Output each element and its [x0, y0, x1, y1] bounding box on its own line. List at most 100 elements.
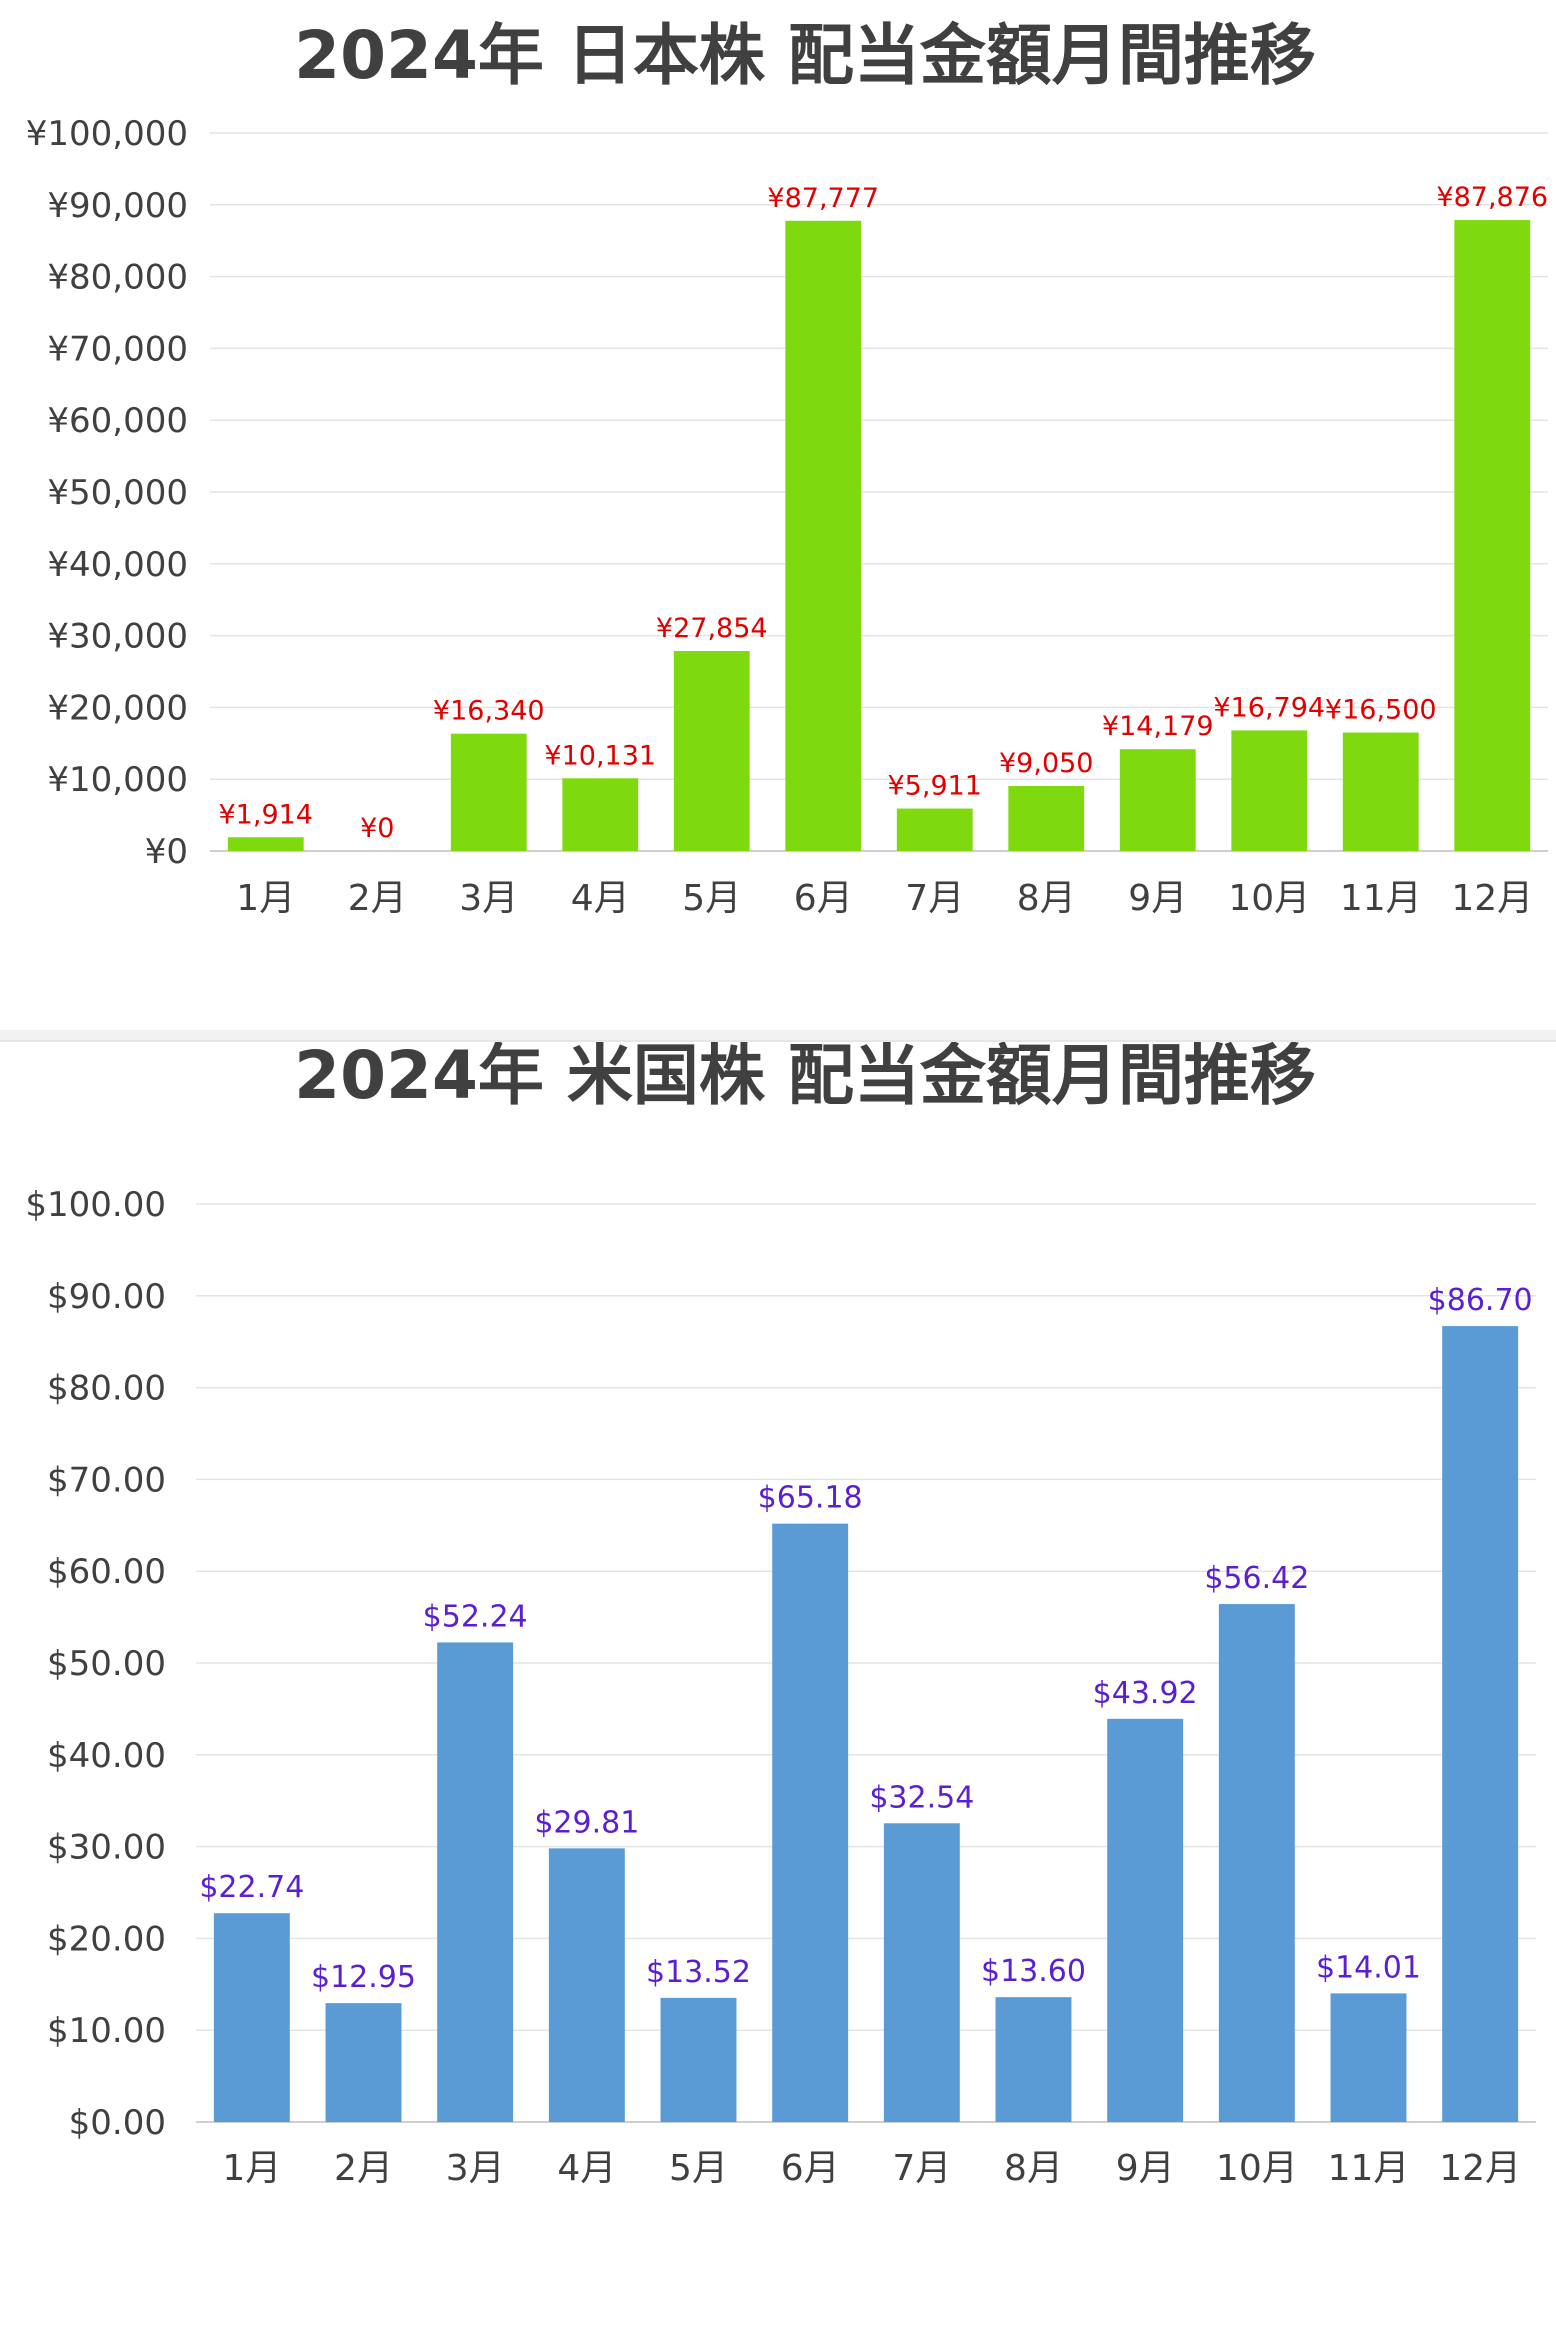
us-x-tick-label: 7月: [892, 2148, 951, 2189]
jp-x-tick-label: 12月: [1451, 878, 1533, 919]
jp-data-label-7: ¥5,911: [888, 771, 982, 802]
jp-x-tick-label: 10月: [1228, 878, 1310, 919]
jp-y-tick-label: ¥100,000: [26, 114, 188, 154]
jp-y-tick-label: ¥60,000: [47, 401, 188, 441]
us-x-tick-label: 10月: [1216, 2148, 1298, 2189]
us-bar-10: [1218, 1604, 1295, 2122]
jp-bar-9: [1119, 749, 1196, 851]
jp-x-tick-label: 8月: [1017, 878, 1076, 919]
jp-x-tick-label: 7月: [905, 878, 964, 919]
jp-bar-4: [562, 778, 639, 851]
jp-bar-12: [1454, 220, 1531, 852]
us-bar-12: [1442, 1326, 1519, 2122]
us-x-tick-label: 12月: [1439, 2148, 1521, 2189]
us-x-tick-label: 8月: [1004, 2148, 1063, 2189]
us-x-tick-label: 1月: [222, 2148, 281, 2189]
us-y-tick-label: $50.00: [47, 1644, 166, 1684]
us-y-tick-label: $40.00: [47, 1736, 166, 1776]
us-chart-title: 2024年 米国株 配当金額月間推移: [294, 1042, 1316, 1114]
jp-x-tick-label: 11月: [1340, 878, 1422, 919]
jp-data-label-1: ¥1,914: [219, 799, 313, 830]
jp-x-tick-label: 6月: [794, 878, 853, 919]
us-bar-7: [883, 1823, 960, 2122]
us-data-label-9: $43.92: [1093, 1676, 1198, 1711]
us-data-label-11: $14.01: [1316, 1950, 1421, 1985]
us-x-tick-label: 4月: [557, 2148, 616, 2189]
us-data-label-1: $22.74: [199, 1870, 304, 1905]
us-data-label-7: $32.54: [869, 1780, 974, 1815]
us-y-tick-label: $10.00: [47, 2011, 166, 2051]
jp-bar-11: [1342, 732, 1419, 851]
us-data-label-10: $56.42: [1204, 1561, 1309, 1596]
jp-x-tick-label: 5月: [682, 878, 741, 919]
us-x-tick-label: 6月: [781, 2148, 840, 2189]
jp-y-tick-label: ¥90,000: [47, 186, 188, 226]
us-legend-box: 米国株 配当金: [1061, 2257, 1445, 2325]
jp-dividend-chart-panel: 2024年 日本株 配当金額月間推移 ¥0 ¥10,000 ¥20,000 ¥30,00…: [0, 0, 1556, 1030]
us-y-tick-label: $80.00: [47, 1369, 166, 1409]
us-bar-5: [660, 1997, 737, 2122]
jp-x-tick-label: 3月: [459, 878, 518, 919]
us-bar-3: [437, 1642, 514, 2122]
us-x-tick-label: 2月: [334, 2148, 393, 2189]
us-bar-4: [548, 1848, 625, 2122]
jp-bar-7: [896, 808, 973, 851]
jp-legend-box: 日本株 配当金: [1087, 949, 1471, 1017]
jp-chart-title: 2024年 日本株 配当金額月間推移: [294, 17, 1316, 94]
us-bar-11: [1330, 1993, 1407, 2122]
jp-data-label-12: ¥87,876: [1436, 182, 1548, 213]
us-x-tick-label: 5月: [669, 2148, 728, 2189]
us-x-tick-label: 11月: [1328, 2148, 1410, 2189]
us-x-tick-label: 9月: [1116, 2148, 1175, 2189]
us-data-label-8: $13.60: [981, 1954, 1086, 1989]
jp-x-tick-label: 1月: [236, 878, 295, 919]
jp-bar-10: [1231, 730, 1308, 851]
jp-data-label-3: ¥16,340: [433, 696, 545, 727]
us-bar-9: [1107, 1718, 1184, 2122]
jp-bar-5: [673, 651, 750, 851]
jp-x-tick-label: 4月: [571, 878, 630, 919]
us-dividend-chart-panel: 2024年 米国株 配当金額月間推移 $0.00 $10.00 $20.00 $30.0…: [0, 1040, 1556, 2338]
us-dividend-chart: 2024年 米国株 配当金額月間推移 $0.00 $10.00 $20.00 $30.0…: [25, 1042, 1536, 2189]
jp-data-label-9: ¥14,179: [1102, 711, 1214, 742]
jp-dividend-chart: 2024年 日本株 配当金額月間推移 ¥0 ¥10,000 ¥20,000 ¥30,00…: [26, 17, 1548, 919]
us-y-tick-label: $60.00: [47, 1552, 166, 1592]
us-data-label-5: $13.52: [646, 1955, 751, 1990]
jp-y-tick-label: ¥10,000: [47, 760, 188, 800]
jp-y-tick-label: ¥30,000: [47, 617, 188, 657]
us-data-label-3: $52.24: [423, 1599, 528, 1634]
us-y-tick-label: $30.00: [47, 1828, 166, 1868]
jp-y-tick-label: ¥0: [145, 832, 188, 872]
jp-y-tick-label: ¥50,000: [47, 473, 188, 513]
jp-bar-1: [227, 837, 304, 851]
us-bar-2: [325, 2003, 402, 2122]
us-data-label-6: $65.18: [758, 1481, 863, 1516]
jp-data-label-5: ¥27,854: [656, 613, 768, 644]
us-y-tick-label: $70.00: [47, 1460, 166, 1500]
jp-data-label-10: ¥16,794: [1213, 692, 1325, 723]
jp-y-tick-label: ¥70,000: [47, 329, 188, 369]
jp-x-tick-label: 9月: [1128, 878, 1187, 919]
jp-bar-6: [785, 220, 862, 852]
us-bar-8: [995, 1997, 1072, 2122]
us-y-tick-label: $0.00: [69, 2103, 166, 2143]
us-y-tick-label: $100.00: [25, 1185, 166, 1225]
us-y-tick-label: $20.00: [47, 1919, 166, 1959]
us-y-tick-label: $90.00: [47, 1277, 166, 1317]
jp-x-tick-label: 2月: [348, 878, 407, 919]
jp-data-label-6: ¥87,777: [767, 183, 879, 214]
us-x-tick-label: 3月: [446, 2148, 505, 2189]
us-data-label-4: $29.81: [534, 1805, 639, 1840]
jp-bar-8: [1008, 786, 1085, 851]
us-data-label-2: $12.95: [311, 1960, 416, 1995]
us-bar-1: [213, 1913, 290, 2122]
us-data-label-12: $86.70: [1428, 1283, 1533, 1318]
jp-data-label-4: ¥10,131: [544, 740, 656, 771]
jp-data-label-11: ¥16,500: [1325, 695, 1437, 726]
jp-data-label-2: ¥0: [360, 813, 394, 844]
jp-bar-3: [450, 733, 527, 851]
chart-divider: [0, 1030, 1556, 1040]
jp-y-tick-label: ¥80,000: [47, 258, 188, 298]
jp-y-tick-label: ¥20,000: [47, 688, 188, 728]
jp-y-tick-label: ¥40,000: [47, 545, 188, 585]
